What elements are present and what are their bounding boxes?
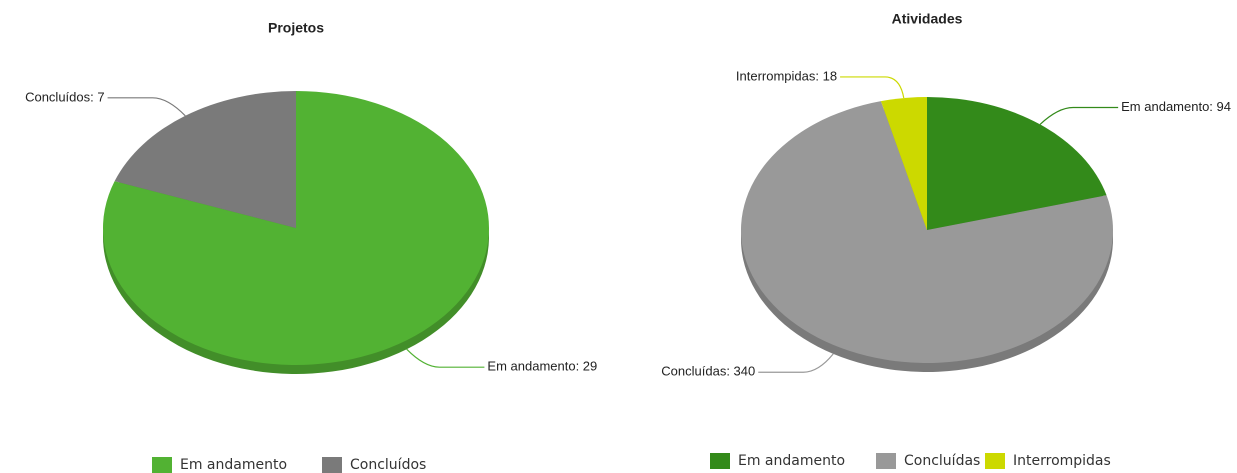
data-label: Em andamento: 94 [1121,99,1231,114]
chart-title: Projetos [268,20,324,36]
data-label: Concluídas: 340 [661,364,755,379]
chart-title: Atividades [892,11,963,27]
legend-label: Concluídos [350,457,426,473]
legend-label: Concluídas [904,453,980,469]
legend-swatch [152,457,172,473]
data-label: Em andamento: 29 [487,359,597,374]
leader-line [758,353,834,373]
leader-line [406,348,485,368]
slice [114,91,296,228]
legend-swatch [322,457,342,473]
legend-swatch [710,453,730,469]
data-label: Interrompidas: 18 [736,68,837,83]
leader-line [1039,106,1119,125]
data-label: Concluídos: 7 [25,89,105,104]
slice [927,97,1107,230]
leader-line [840,76,905,99]
leader-line [107,97,186,117]
legend-label: Interrompidas [1013,453,1111,469]
legend-swatch [876,453,896,469]
legend-label: Em andamento [180,457,287,473]
slice [740,101,1113,364]
legend-swatch [985,453,1005,469]
slice [880,97,927,230]
legend-label: Em andamento [738,453,845,469]
